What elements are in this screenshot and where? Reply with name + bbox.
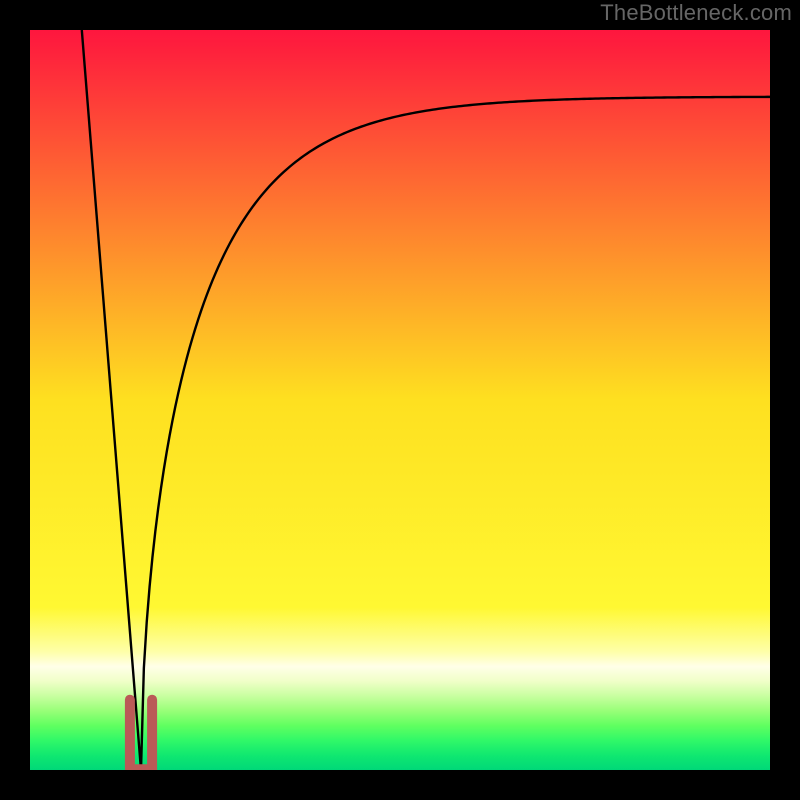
plot-area [30,30,770,770]
gradient-background [30,30,770,770]
watermark-label: TheBottleneck.com [600,0,792,26]
chart-svg [30,30,770,770]
chart-frame: TheBottleneck.com [0,0,800,800]
